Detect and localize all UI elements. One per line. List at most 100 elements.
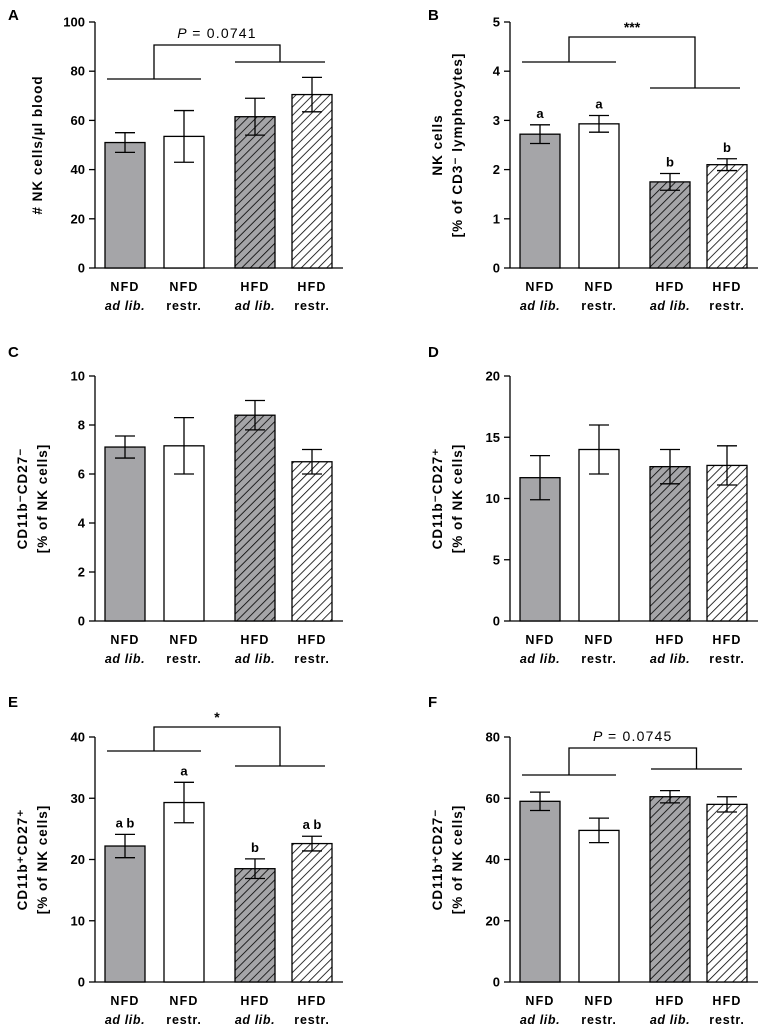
y-axis-label-line: CD11b⁺CD27⁺ xyxy=(15,809,30,911)
panel-c: C 0 2 4 6 8 10 CD11b⁻CD27⁻ [% of NK cells] NFD ad … xyxy=(8,344,343,666)
y-axis-label-line: [% of NK cells] xyxy=(450,805,465,915)
category-label: NFD xyxy=(525,633,554,647)
panel-letter: E xyxy=(8,694,18,711)
y-tick-label: 60 xyxy=(71,113,85,128)
bar xyxy=(104,845,146,983)
bar xyxy=(706,164,748,269)
y-tick-label: 80 xyxy=(486,730,500,745)
p-value-label: P = 0.0741 xyxy=(177,25,257,41)
panel-letter: D xyxy=(428,344,439,361)
p-symbol: P xyxy=(177,25,192,41)
category-sublabel: restr. xyxy=(709,299,744,313)
category-sublabel: restr. xyxy=(166,299,201,313)
y-tick-label: 0 xyxy=(78,614,85,629)
y-tick-label: 20 xyxy=(71,211,85,226)
bar xyxy=(519,133,561,269)
y-tick-label: 0 xyxy=(493,614,500,629)
y-tick-label: 4 xyxy=(493,64,501,79)
bar xyxy=(649,796,691,983)
bar xyxy=(291,93,333,269)
panel-f: F 0 20 40 60 80 CD11b⁺CD27⁻ [% of NK cells] NFD a… xyxy=(428,694,758,1027)
category-sublabel: ad lib. xyxy=(520,652,560,666)
y-tick-label: 40 xyxy=(71,162,85,177)
category-sublabel: restr. xyxy=(166,652,201,666)
category-sublabel: restr. xyxy=(709,652,744,666)
y-tick-label: 10 xyxy=(71,913,85,928)
y-axis-label-line: NK cells xyxy=(430,114,445,175)
y-tick-label: 1 xyxy=(493,211,500,226)
category-sublabel: restr. xyxy=(166,1013,201,1027)
y-tick-label: 10 xyxy=(486,491,500,506)
p-value: = 0.0745 xyxy=(608,728,673,744)
category-label: HFD xyxy=(297,633,326,647)
panel-letter: F xyxy=(428,694,437,711)
y-axis-label-line: CD11b⁺CD27⁻ xyxy=(430,809,445,911)
category-label: HFD xyxy=(240,994,269,1008)
y-axis-label-line: # NK cells/µl blood xyxy=(30,75,45,214)
bar xyxy=(578,123,620,269)
y-tick-label: 20 xyxy=(71,852,85,867)
comparison-bracket xyxy=(153,726,281,766)
category-label: NFD xyxy=(110,633,139,647)
bar xyxy=(649,465,691,622)
p-value: = 0.0741 xyxy=(192,25,257,41)
comparison-bracket xyxy=(153,44,281,79)
y-tick-label: 5 xyxy=(493,15,500,30)
category-label: NFD xyxy=(584,994,613,1008)
panel-e: E 0 10 20 30 40 CD11b⁺CD27⁺ [% of NK cells] a b N… xyxy=(8,694,343,1027)
y-axis-label: NK cells [% of CD3⁻ lymphocytes] xyxy=(430,53,465,238)
category-sublabel: ad lib. xyxy=(235,652,275,666)
y-tick-label: 60 xyxy=(486,791,500,806)
category-sublabel: ad lib. xyxy=(520,1013,560,1027)
significance-marker: * xyxy=(214,709,220,725)
category-sublabel: ad lib. xyxy=(650,299,690,313)
category-label: HFD xyxy=(655,280,684,294)
bar-letter: b xyxy=(723,140,731,155)
bar xyxy=(706,803,748,983)
panel-letter: A xyxy=(8,7,19,24)
category-label: NFD xyxy=(169,280,198,294)
y-tick-label: 100 xyxy=(63,15,85,30)
category-sublabel: restr. xyxy=(581,1013,616,1027)
category-sublabel: restr. xyxy=(581,652,616,666)
y-tick-label: 0 xyxy=(78,975,85,990)
p-symbol: P xyxy=(593,728,608,744)
panel-letter: C xyxy=(8,344,19,361)
y-tick-label: 2 xyxy=(78,565,85,580)
y-axis-label: CD11b⁻CD27⁺ [% of NK cells] xyxy=(430,444,465,554)
category-label: HFD xyxy=(655,633,684,647)
category-label: HFD xyxy=(712,280,741,294)
y-axis-label-line: CD11b⁻CD27⁺ xyxy=(430,448,445,550)
category-label: NFD xyxy=(584,280,613,294)
panel-b: B 0 1 2 3 4 5 NK cells [% of CD3⁻ lymphocytes] a N… xyxy=(428,7,758,313)
bar-letter: a xyxy=(536,106,544,121)
category-sublabel: restr. xyxy=(294,652,329,666)
category-sublabel: ad lib. xyxy=(650,652,690,666)
y-tick-label: 0 xyxy=(78,261,85,276)
y-tick-label: 10 xyxy=(71,369,85,384)
y-tick-label: 20 xyxy=(486,369,500,384)
category-label: HFD xyxy=(297,280,326,294)
category-sublabel: ad lib. xyxy=(105,1013,145,1027)
bar-letter: b xyxy=(251,840,259,855)
panel-d: D 0 5 10 15 20 CD11b⁻CD27⁺ [% of NK cells] NFD ad… xyxy=(428,344,758,666)
y-tick-label: 2 xyxy=(493,162,500,177)
category-label: HFD xyxy=(297,994,326,1008)
category-sublabel: ad lib. xyxy=(650,1013,690,1027)
y-tick-label: 4 xyxy=(78,516,86,531)
y-axis-label: CD11b⁻CD27⁻ [% of NK cells] xyxy=(15,444,50,554)
y-axis-label-line: CD11b⁻CD27⁻ xyxy=(15,448,30,550)
bar-letter: a b xyxy=(116,815,135,830)
y-tick-label: 5 xyxy=(493,552,500,567)
y-tick-label: 30 xyxy=(71,791,85,806)
bar xyxy=(163,445,205,622)
category-sublabel: ad lib. xyxy=(520,299,560,313)
y-axis-label: CD11b⁺CD27⁻ [% of NK cells] xyxy=(430,805,465,915)
bar-letter: a xyxy=(180,763,188,778)
category-label: HFD xyxy=(240,633,269,647)
y-axis-label-line: [% of NK cells] xyxy=(35,444,50,554)
bar xyxy=(291,461,333,622)
panel-a: A 0 20 40 60 80 100 # NK cells/µl blood NFD ad li… xyxy=(8,7,343,313)
y-tick-label: 0 xyxy=(493,975,500,990)
